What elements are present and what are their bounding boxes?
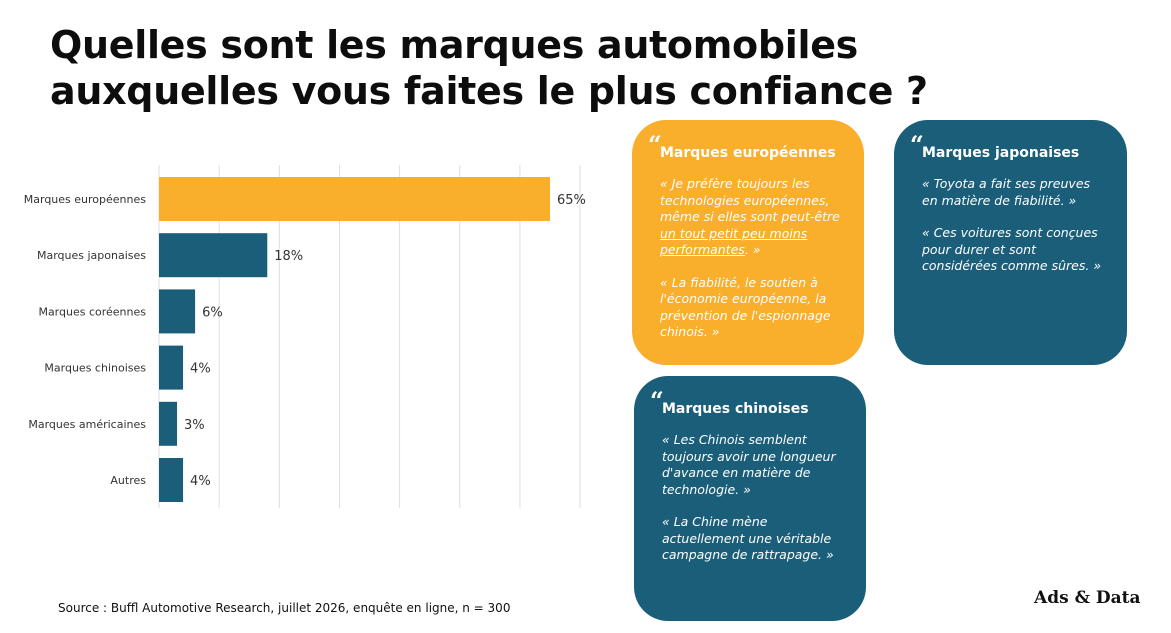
category-label: Marques européennes: [24, 193, 146, 206]
data-label: 6%: [202, 305, 223, 320]
category-label: Autres: [110, 474, 146, 487]
quote-japanese-1: « Toyota a fait ses preuves en matière d…: [922, 176, 1091, 208]
quote-chinese-2: « La Chine mène actuellement une véritab…: [662, 514, 834, 562]
data-label: 4%: [190, 362, 211, 377]
quote-european-1: « Je préfère toujours les technologies e…: [660, 176, 840, 257]
page-title: Quelles sont les marques automobiles aux…: [50, 23, 928, 113]
bar: [159, 345, 184, 390]
bar: [159, 401, 178, 446]
card-heading-japanese: “ Marques japonaises: [910, 130, 1080, 162]
data-label: 18%: [274, 249, 303, 264]
bar: [159, 458, 184, 502]
quote-mark-icon: “: [648, 130, 662, 159]
bar: [159, 177, 550, 221]
data-label: 65%: [557, 193, 586, 208]
quote-chinese-1: « Les Chinois semblent toujours avoir un…: [662, 432, 836, 497]
bar: [159, 233, 268, 278]
brand-logo: Ads & Data: [1034, 588, 1141, 608]
quote-card-european: “ Marques européennes « Je préfère toujo…: [632, 120, 864, 365]
quote-european-2: « La fiabilité, le soutien à l'économie …: [660, 274, 831, 340]
data-label: 3%: [184, 418, 205, 433]
card-heading-chinese: “ Marques chinoises: [650, 386, 809, 418]
data-label: 4%: [190, 474, 211, 489]
category-label: Marques américaines: [28, 418, 146, 431]
card-heading-european: “ Marques européennes: [648, 130, 836, 162]
bar-chart: Marques européennes 65% Marques japonaises…: [24, 165, 586, 508]
quote-card-chinese: “ Marques chinoises « Les Chinois semble…: [634, 376, 866, 621]
category-label: Marques japonaises: [37, 249, 146, 262]
category-label: Marques coréennes: [38, 305, 146, 318]
quote-mark-icon: “: [650, 386, 664, 415]
category-label: Marques chinoises: [44, 362, 146, 375]
bar: [159, 289, 196, 334]
quote-card-japanese: “ Marques japonaises « Toyota a fait ses…: [894, 120, 1127, 365]
source-note: Source : Buffl Automotive Research, juil…: [58, 601, 511, 615]
quote-mark-icon: “: [910, 130, 924, 159]
quote-japanese-2: « Ces voitures sont conçues pour durer e…: [922, 225, 1102, 273]
